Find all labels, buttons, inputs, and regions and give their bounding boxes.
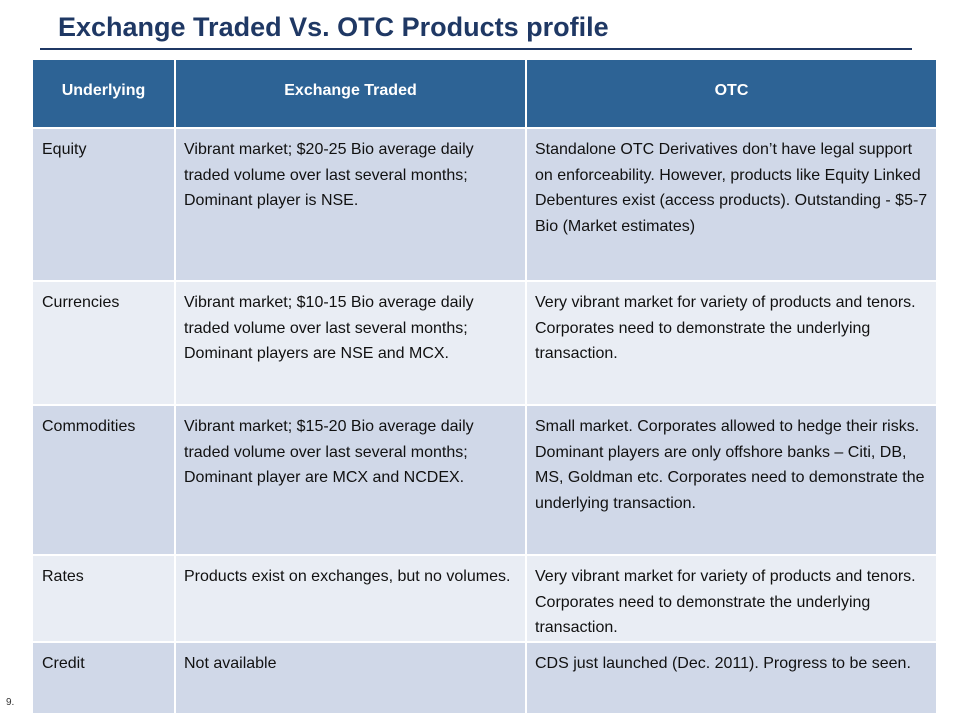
table-row: Credit Not available CDS just launched (… xyxy=(33,641,936,715)
page-number: 9. xyxy=(6,697,15,708)
cell-exchange-traded: Vibrant market; $10-15 Bio average daily… xyxy=(175,281,527,406)
column-header-exchange-traded: Exchange Traded xyxy=(175,60,527,129)
cell-underlying: Rates xyxy=(33,555,176,643)
products-profile-table: Underlying Exchange Traded OTC Equity Vi… xyxy=(33,60,936,715)
table-row: Commodities Vibrant market; $15-20 Bio a… xyxy=(33,405,936,556)
cell-otc: Small market. Corporates allowed to hedg… xyxy=(526,405,936,556)
table-row: Rates Products exist on exchanges, but n… xyxy=(33,555,936,643)
cell-exchange-traded: Not available xyxy=(175,641,527,715)
cell-underlying: Currencies xyxy=(33,281,176,406)
title-divider xyxy=(40,48,912,50)
column-header-otc: OTC xyxy=(526,60,936,129)
cell-underlying: Equity xyxy=(33,128,176,282)
cell-underlying: Credit xyxy=(33,641,176,715)
cell-exchange-traded: Vibrant market; $20-25 Bio average daily… xyxy=(175,128,527,282)
cell-underlying: Commodities xyxy=(33,405,176,556)
cell-otc: Very vibrant market for variety of produ… xyxy=(526,281,936,406)
cell-otc: Standalone OTC Derivatives don’t have le… xyxy=(526,128,936,282)
table-header-row: Underlying Exchange Traded OTC xyxy=(33,60,936,129)
page-title: Exchange Traded Vs. OTC Products profile xyxy=(58,12,609,42)
cell-exchange-traded: Products exist on exchanges, but no volu… xyxy=(175,555,527,643)
table-row: Equity Vibrant market; $20-25 Bio averag… xyxy=(33,128,936,282)
table-row: Currencies Vibrant market; $10-15 Bio av… xyxy=(33,281,936,406)
cell-exchange-traded: Vibrant market; $15-20 Bio average daily… xyxy=(175,405,527,556)
cell-otc: Very vibrant market for variety of produ… xyxy=(526,555,936,643)
cell-otc: CDS just launched (Dec. 2011). Progress … xyxy=(526,641,936,715)
column-header-underlying: Underlying xyxy=(33,60,176,129)
